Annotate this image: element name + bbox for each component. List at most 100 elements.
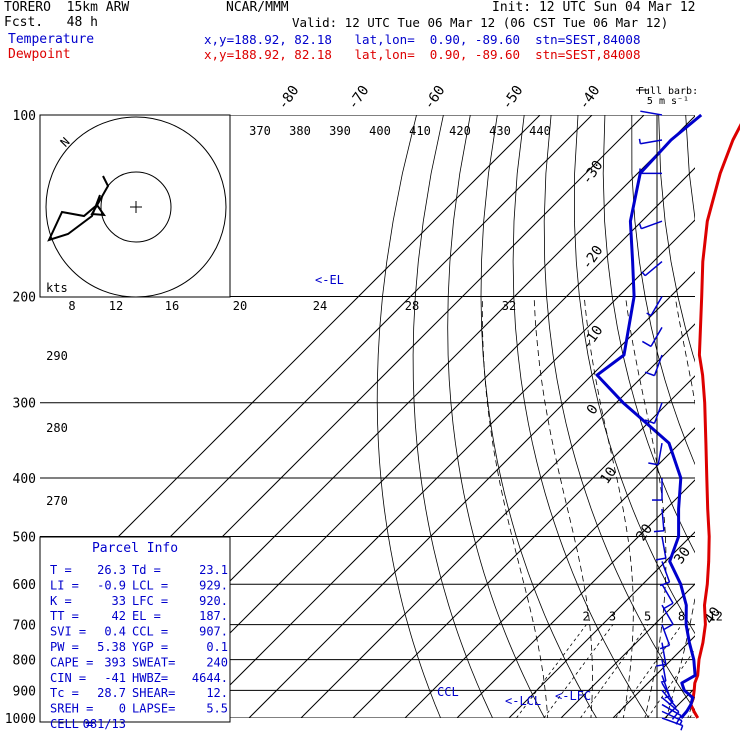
isotherm-line	[456, 479, 695, 718]
wind-barb-half-flag	[646, 312, 652, 317]
theta-label-left: 280	[46, 421, 68, 435]
isotherm-line	[40, 115, 541, 616]
wind-barb-half-flag	[664, 695, 670, 699]
dry-adiabat-line	[713, 115, 740, 731]
isotherm-line	[664, 687, 695, 718]
lcl-marker: <-LCL	[505, 694, 541, 708]
wind-barb	[641, 326, 663, 348]
wind-barb-staff	[644, 260, 663, 277]
parcel-info-title: Parcel Info	[92, 541, 178, 556]
isotherm-label: -60	[421, 83, 449, 113]
wind-barb	[661, 697, 680, 720]
wind-barb-flag	[644, 371, 655, 377]
wind-barb-staff	[661, 508, 665, 531]
ccl-marker: CCL	[437, 685, 459, 699]
wind-barb-staff	[653, 402, 663, 424]
el-marker: <-EL	[315, 273, 344, 287]
isotherm-line	[717, 115, 740, 718]
wind-barb-half-flag	[641, 271, 646, 277]
isotherm-line	[352, 375, 695, 718]
theta-label: 440	[529, 124, 551, 138]
wind-barb	[661, 604, 674, 630]
isotherm-line	[248, 271, 695, 718]
isotherm-label: 20	[633, 521, 656, 544]
wind-barb-staff	[653, 354, 663, 376]
isotherm-line	[508, 531, 695, 718]
wind-barb	[644, 354, 663, 377]
wind-barb-half-flag	[668, 701, 674, 706]
dry-adiabat-line	[658, 115, 695, 363]
hodograph-ring-label: 12	[109, 299, 123, 313]
dry-adiabat-line	[602, 115, 695, 554]
isotherm-label: 30	[671, 544, 694, 567]
pressure-tick-label: 700	[13, 619, 36, 634]
parcel-field-value: 0	[119, 702, 126, 716]
parcel-field-label: K =	[50, 594, 72, 608]
wind-barb-staff	[661, 697, 680, 713]
mixing-ratio-label: 12	[708, 610, 722, 624]
theta-label: 400	[369, 124, 391, 138]
parcel-field-value: -41	[104, 671, 126, 685]
parcel-field-value: 920.	[199, 594, 228, 608]
mixing-ratio-line	[615, 624, 683, 718]
parcel-field-label: EL =	[132, 609, 161, 623]
isotherm-label: -50	[499, 83, 527, 113]
wind-barb	[644, 402, 663, 425]
barb-legend-value: 5 m s⁻¹	[647, 96, 689, 107]
pressure-tick-label: 900	[13, 684, 36, 699]
theta-label: 410	[409, 124, 431, 138]
temperature-legend: Temperature	[8, 32, 95, 47]
forecast-hour: Fcst. 48 h	[4, 15, 98, 30]
parcel-info-box	[39, 536, 231, 723]
wind-barb	[639, 168, 662, 175]
hodograph-ring	[100, 171, 172, 243]
dry-adiabat-line	[685, 115, 695, 222]
pressure-tick-label: 100	[13, 109, 36, 124]
valid-time: Valid: 12 UTC Tue 06 Mar 12 (06 CST Tue …	[292, 15, 669, 30]
theta-label: 430	[489, 124, 511, 138]
wind-barb	[638, 220, 663, 230]
wind-barb	[655, 536, 667, 561]
hodograph-trace	[47, 175, 110, 242]
parcel-field-label: YGP =	[132, 640, 168, 654]
parcel-field-value: 081/13	[83, 717, 126, 731]
wind-barb	[638, 138, 663, 145]
parcel-field-label: CAPE =	[50, 655, 93, 669]
hodograph-ring-label: 8	[68, 299, 75, 313]
isotherm-label: -30	[579, 158, 607, 188]
dry-adiabat-line	[376, 115, 442, 718]
parcel-field-value: 5.38	[97, 640, 126, 654]
isotherm-line	[144, 167, 695, 718]
pressure-tick-label: 300	[13, 397, 36, 412]
parcel-info-frame	[39, 536, 231, 723]
mixing-ratio-label: 3	[609, 610, 616, 624]
wind-barb	[652, 478, 663, 501]
parcel-field-value: 0.4	[104, 625, 126, 639]
parcel-field-value: 393	[104, 655, 126, 669]
wind-barb-flag	[671, 711, 680, 720]
wind-barb-flag	[653, 530, 664, 533]
isotherm-label: 40	[701, 604, 724, 627]
wind-barb	[661, 675, 671, 699]
wind-barb-half-flag	[638, 223, 643, 229]
parcel-field-value: 240	[206, 655, 228, 669]
barb-legend-title: Full barb:	[638, 86, 698, 97]
dry-adiabat-line	[512, 115, 650, 718]
wind-barb	[661, 583, 674, 609]
mixing-ratio-label: 8	[678, 610, 685, 624]
wind-barb	[661, 689, 677, 715]
hodograph-ring-label: 28	[405, 299, 419, 313]
parcel-field-label: T =	[50, 563, 72, 577]
lfc-marker: <-LFC	[555, 689, 591, 703]
isotherm-label: -70	[345, 83, 373, 113]
parcel-field-value: 28.7	[97, 686, 126, 700]
temperature-location: x,y=188.92, 82.18 lat,lon= 0.90, -89.60 …	[204, 32, 641, 47]
wind-barb-half-flag	[638, 138, 642, 144]
mixing-ratio-line	[543, 624, 614, 718]
wind-barb-flag	[675, 715, 682, 725]
hodograph-ring-label: 16	[165, 299, 179, 313]
init-time: Init: 12 UTC Sun 04 Mar 12	[492, 0, 696, 15]
wind-barb	[648, 442, 663, 466]
